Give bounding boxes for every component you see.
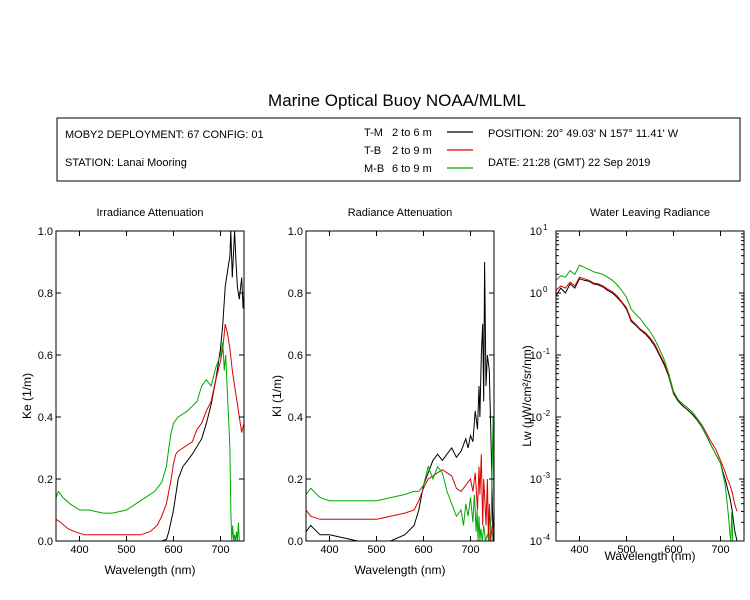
legend-label-m-b: M-B [364,163,384,175]
y-tick-label: 1.0 [288,226,303,238]
y-tick-label: 0.6 [38,350,53,362]
legend-row-1: T-B 2 to 9 m [364,145,473,157]
x-tick-label: 700 [461,544,479,556]
y-axis-label: Kl (1/m) [270,375,284,417]
y-tick-label: 1.0 [38,226,53,238]
y-tick-exponent: -1 [543,347,551,356]
legend-row-0: T-M 2 to 6 m [364,127,473,139]
x-tick-label: 500 [367,544,385,556]
y-tick-label: 0.8 [288,288,303,300]
date-text: DATE: 21:28 (GMT) 22 Sep 2019 [488,157,650,169]
y-tick-exponent: -4 [543,533,551,542]
plot-frame [55,230,245,542]
y-tick-exponent: -3 [543,471,551,480]
chart-panel-2: Radiance Attenuation 400 500 600 700 0.0 0.2 0.… [270,207,495,577]
y-tick-label: 10 [530,350,542,362]
x-tick-label: 400 [70,544,88,556]
series-line-t-m [306,261,494,541]
legend-depth-t-b: 2 to 9 m [392,145,432,157]
legend-depth-t-m: 2 to 6 m [392,127,432,139]
y-tick-exponent: 0 [543,285,548,294]
x-tick-label: 700 [711,544,729,556]
x-tick-label: 400 [320,544,338,556]
x-tick-label: 600 [414,544,432,556]
series-line-m-b [56,342,240,541]
series-line-t-m [56,231,244,541]
series-line-m-b [306,416,494,541]
chart-title: Radiance Attenuation [348,207,453,219]
position-text: POSITION: 20° 49.03' N 157° 11.41' W [488,128,679,140]
y-tick-label: 10 [530,226,542,238]
series-line-t-b [556,276,738,512]
y-axis-label: Ke (1/m) [20,373,34,419]
x-tick-label: 600 [664,544,682,556]
chart-panels: Irradiance Attenuation 400 500 600 700 0.0 0.2… [20,207,745,577]
x-tick-label: 700 [211,544,229,556]
y-tick-label: 0.0 [288,536,303,548]
y-tick-label: 0.8 [38,288,53,300]
chart-title: Irradiance Attenuation [96,207,203,219]
x-tick-label: 500 [117,544,135,556]
y-tick-label: 10 [530,288,542,300]
plot-frame [305,230,495,542]
plot-frame [555,230,745,542]
y-axis-label: Lw (μW/cm²/sr/nm) [520,345,534,447]
deployment-text: MOBY2 DEPLOYMENT: 67 CONFIG: 01 [65,129,264,141]
y-tick-label: 0.4 [288,412,303,424]
legend-label-t-b: T-B [364,145,381,157]
y-tick-label: 0.0 [38,536,53,548]
y-tick-label: 0.2 [38,474,53,486]
series-line-m-b [556,264,734,541]
legend-depth-m-b: 6 to 9 m [392,163,432,175]
chart-title: Water Leaving Radiance [590,207,710,219]
y-tick-label: 10 [530,412,542,424]
legend-row-2: M-B 6 to 9 m [364,163,473,175]
y-tick-label: 0.2 [288,474,303,486]
x-axis-label: Wavelength (nm) [605,549,696,563]
y-tick-label: 10 [530,474,542,486]
x-tick-label: 400 [570,544,588,556]
chart-panel-1: Irradiance Attenuation 400 500 600 700 0.0 0.2… [20,207,245,577]
info-box [56,117,741,182]
y-tick-exponent: 1 [543,223,548,232]
y-tick-label: 10 [530,536,542,548]
y-tick-label: 0.4 [38,412,53,424]
y-tick-exponent: -2 [543,409,551,418]
x-axis-label: Wavelength (nm) [355,563,446,577]
legend-label-t-m: T-M [364,127,383,139]
y-tick-label: 0.6 [288,350,303,362]
station-text: STATION: Lanai Mooring [65,157,187,169]
x-tick-label: 500 [617,544,635,556]
x-tick-label: 600 [164,544,182,556]
series-line-t-m [556,278,738,541]
main-title: Marine Optical Buoy NOAA/MLML [268,91,526,110]
series-line-t-b [306,454,494,541]
series-line-t-b [56,323,244,536]
x-axis-label: Wavelength (nm) [105,563,196,577]
